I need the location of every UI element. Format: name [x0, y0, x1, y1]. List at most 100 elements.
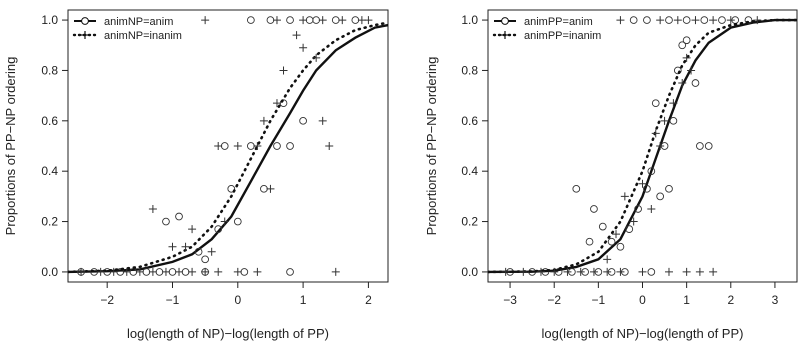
plus-point [299, 43, 308, 52]
circle-point [718, 16, 726, 24]
plus-point [695, 267, 704, 276]
circle-point [233, 217, 242, 226]
x-tick-label: 3 [772, 293, 779, 307]
plus-point [188, 267, 197, 276]
plus-point [638, 179, 647, 188]
circle-point [247, 16, 255, 24]
circle-point [305, 16, 314, 24]
circle-point [744, 16, 753, 24]
circle-point [286, 16, 294, 24]
plus-point [299, 16, 308, 25]
plus-point [233, 267, 242, 276]
plus-point [175, 267, 184, 276]
x-tick-label: 0 [234, 293, 241, 307]
circle-point [634, 205, 642, 213]
legend-label: animNP=inanim [104, 30, 182, 42]
plus-point [660, 116, 669, 125]
x-axis-label: log(length of NP)−log(length of PP) [127, 326, 329, 341]
plus-point [647, 204, 656, 213]
circle-point [162, 217, 170, 226]
plus-point [214, 267, 223, 276]
circle-point [214, 225, 223, 233]
plus-point [709, 267, 718, 276]
x-tick-label: −2 [547, 293, 561, 307]
plus-point [669, 99, 678, 108]
plus-point [253, 142, 262, 150]
chart-panel-left: −2 −1 0 1 2 0.0 0.2 0.4 0.6 0.8 1.0 log(length of N… [3, 9, 389, 341]
circle-point [142, 268, 151, 276]
circle-point [168, 268, 177, 276]
chart-panel-right: −3 −2 −1 0 1 2 3 0.0 0.2 0.4 0.6 0.8 1.0 log(length o… [424, 9, 798, 341]
x-axis-label: log(length of NP)−log(length of PP) [542, 326, 744, 341]
plus-point [519, 267, 528, 276]
y-tick-label: 0.4 [41, 164, 58, 178]
plus-point [325, 142, 334, 150]
plot-frame [487, 9, 798, 283]
circle-point [625, 225, 634, 233]
circle-point [691, 79, 700, 87]
legend: animNP=anim animNP=inanim [72, 16, 182, 42]
plus-point [687, 66, 696, 75]
y-axis-label: Proportions of PP−NP ordering [424, 57, 439, 236]
plus-point [292, 31, 301, 40]
plus-point [682, 53, 691, 62]
plus-point [501, 267, 510, 276]
plus-point [272, 16, 281, 25]
plus-point [318, 16, 327, 25]
circle-point [704, 142, 713, 150]
y-tick-label: 0.8 [461, 63, 478, 77]
fit-curve-dotted [68, 21, 388, 274]
circle-point [607, 237, 616, 246]
fit-curve-solid [68, 23, 388, 274]
circle-point [155, 268, 164, 276]
plus-point [214, 142, 223, 150]
x-tick-label: −1 [166, 293, 180, 307]
plus-point [77, 267, 86, 276]
plus-point [338, 16, 347, 25]
x-tick-label: −3 [503, 293, 517, 307]
y-tick-label: 0.6 [41, 114, 58, 128]
circle-point [194, 247, 203, 256]
plus-point [181, 242, 190, 251]
x-tick-label: 0 [639, 293, 646, 307]
circle-point [266, 16, 275, 24]
plus-point [682, 267, 691, 276]
legend-circle-marker [81, 17, 89, 25]
plus-point [201, 16, 210, 25]
circle-point [181, 268, 190, 276]
y-axis-label: Proportions of PP−NP ordering [3, 57, 18, 236]
circle-point [647, 268, 656, 276]
circle-point [682, 36, 691, 45]
x-tick-label: 1 [683, 293, 690, 307]
circle-point [700, 16, 709, 24]
plus-point [233, 142, 242, 150]
legend-plus-marker [81, 31, 89, 39]
y-tick-label: 0.4 [461, 164, 478, 178]
plus-point [201, 267, 210, 276]
fit-curve-solid [488, 18, 797, 274]
x-tick-label: 2 [365, 293, 372, 307]
circle-point [616, 242, 625, 251]
circle-point [590, 205, 598, 213]
y-tick-label: 0.0 [41, 265, 58, 279]
circle-point [643, 16, 651, 24]
plus-point [664, 267, 673, 276]
legend: animPP=anim animPP=inanim [492, 16, 601, 42]
plus-point [188, 225, 197, 234]
plus-point [691, 16, 700, 25]
circle-point [227, 184, 236, 193]
circle-point [669, 116, 678, 125]
plus-point [709, 16, 718, 25]
circle-point [656, 192, 665, 201]
circle-point [175, 212, 183, 221]
plus-point [603, 267, 612, 276]
legend-plus-marker [501, 31, 509, 39]
y-tick-label: 1.0 [41, 13, 58, 27]
plus-point [673, 16, 682, 25]
circle-point [629, 16, 638, 24]
plus-point [638, 267, 647, 276]
plus-point [620, 192, 629, 201]
plus-point [364, 16, 373, 25]
plus-point [612, 230, 621, 239]
plus-point [576, 267, 585, 276]
